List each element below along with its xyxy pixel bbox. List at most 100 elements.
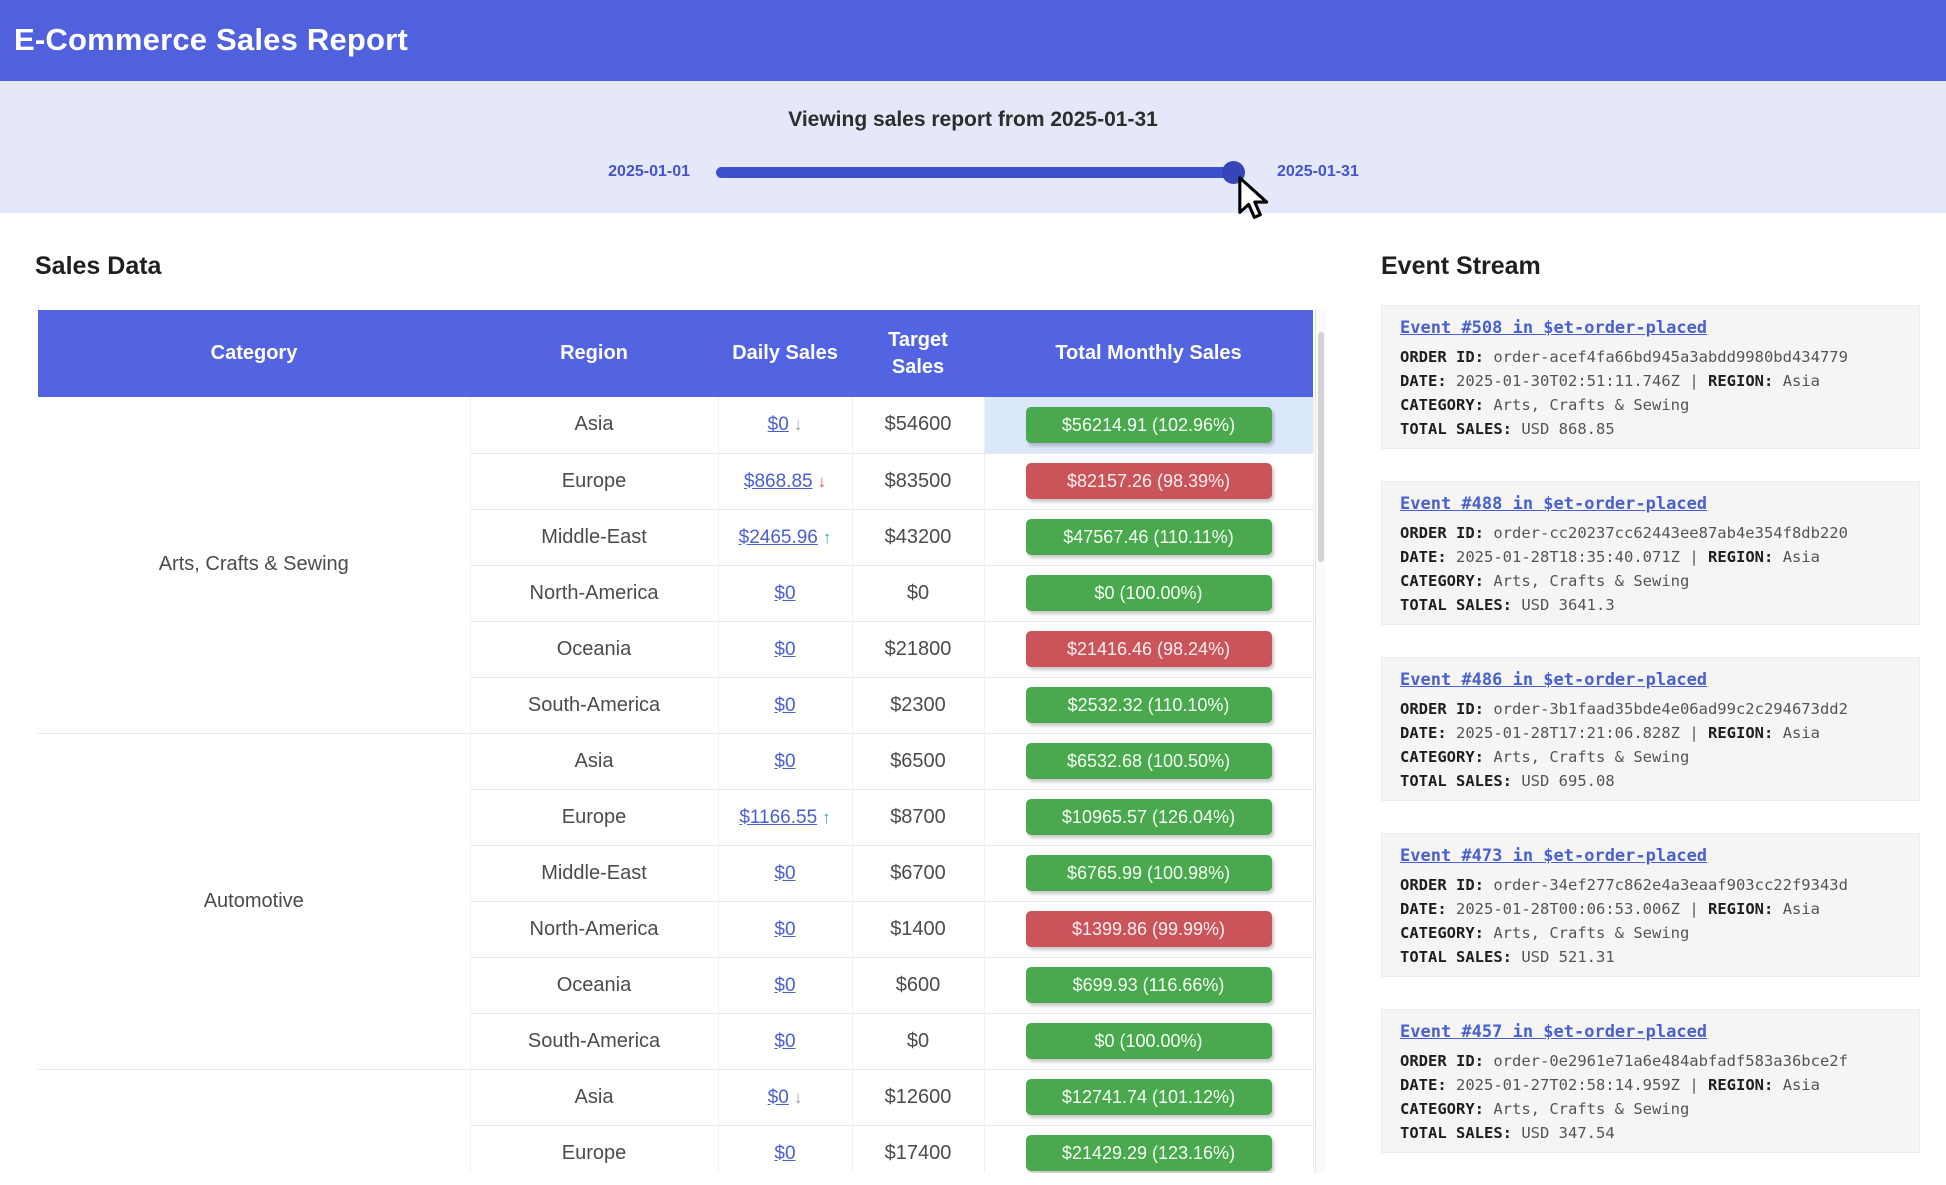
daily-sales-cell: $0 xyxy=(718,845,853,902)
region-cell: Europe xyxy=(470,453,719,510)
target-sales-cell: $0 xyxy=(852,1013,985,1070)
daily-sales-cell: $2465.96 ↑ xyxy=(718,509,853,566)
daily-sales-link[interactable]: $0 xyxy=(774,862,796,884)
daily-sales-cell: $0 ↓ xyxy=(718,397,853,454)
event-order-line: ORDER ID: order-cc20237cc62443ee87ab4e35… xyxy=(1400,524,1848,542)
target-sales-cell: $6500 xyxy=(852,733,985,790)
scrollbar-thumb[interactable] xyxy=(1318,332,1324,562)
daily-sales-cell: $0 xyxy=(718,901,853,958)
daily-sales-cell: $0 xyxy=(718,621,853,678)
target-sales-cell: $12600 xyxy=(852,1069,985,1126)
status-badge: $82157.26 (98.39%) xyxy=(1025,463,1272,499)
table-row: North-America $0 $1400 $1399.86 (99.99%) xyxy=(38,901,1314,958)
daily-sales-link[interactable]: $0 xyxy=(774,918,796,940)
event-link[interactable]: Event #486 in $et-order-placed xyxy=(1400,670,1708,690)
event-total-line: TOTAL SALES: USD 695.08 xyxy=(1400,772,1615,790)
region-cell: Oceania xyxy=(470,621,719,678)
daily-sales-link[interactable]: $868.85 xyxy=(743,470,813,492)
status-badge: $2532.32 (110.10%) xyxy=(1025,687,1272,723)
total-monthly-sales-cell: $699.93 (116.66%) xyxy=(984,957,1314,1014)
table-row: South-America $0 $0 $0 (100.00%) xyxy=(38,1013,1314,1070)
target-sales-cell: $43200 xyxy=(852,509,985,566)
daily-sales-link[interactable]: $0 xyxy=(767,414,789,436)
event-total-line: TOTAL SALES: USD 3641.3 xyxy=(1400,596,1615,614)
date-slider-section: Viewing sales report from 2025-01-31 202… xyxy=(0,81,1946,219)
table-scrollbar[interactable] xyxy=(1315,310,1325,1173)
target-sales-cell: $54600 xyxy=(852,397,985,454)
daily-sales-link[interactable]: $0 xyxy=(774,582,796,604)
daily-sales-link[interactable]: $1166.55 xyxy=(739,806,818,828)
table-row: Middle-East $2465.96 ↑ $43200 $47567.46 (… xyxy=(38,509,1314,566)
col-header-category: Category xyxy=(38,310,470,397)
table-row: Middle-East $0 $6700 $6765.99 (100.98%) xyxy=(38,845,1314,902)
status-badge: $47567.46 (110.11%) xyxy=(1025,519,1272,555)
daily-sales-link[interactable]: $0 xyxy=(774,638,796,660)
daily-sales-link[interactable]: $0 xyxy=(774,750,796,772)
daily-sales-cell: $1166.55 ↑ xyxy=(718,789,853,846)
table-row: Europe $0 $17400 $21429.29 (123.16%) xyxy=(38,1125,1314,1173)
event-card: Event #486 in $et-order-placed ORDER ID:… xyxy=(1381,657,1920,801)
category-cell: Automotive xyxy=(38,733,471,1070)
event-category-line: CATEGORY: Arts, Crafts & Sewing xyxy=(1400,1100,1690,1118)
sales-data-heading: Sales Data xyxy=(35,252,162,280)
status-badge: $0 (100.00%) xyxy=(1025,1023,1272,1059)
status-badge: $21416.46 (98.24%) xyxy=(1025,631,1272,667)
status-badge: $56214.91 (102.96%) xyxy=(1025,406,1272,443)
total-monthly-sales-cell: $47567.46 (110.11%) xyxy=(984,509,1314,566)
status-badge: $699.93 (116.66%) xyxy=(1025,967,1272,1003)
trend-down-icon: ↓ xyxy=(793,1087,803,1107)
event-date-line: DATE: 2025-01-27T02:58:14.959Z | REGION:… xyxy=(1400,1076,1821,1094)
event-category-line: CATEGORY: Arts, Crafts & Sewing xyxy=(1400,396,1690,414)
total-monthly-sales-cell: $1399.86 (99.99%) xyxy=(984,901,1314,958)
event-order-line: ORDER ID: order-acef4fa66bd945a3abdd9980… xyxy=(1400,348,1848,366)
slider-max-label: 2025-01-31 xyxy=(1277,163,1359,180)
trend-down-icon: ↓ xyxy=(793,415,803,435)
daily-sales-link[interactable]: $2465.96 xyxy=(738,526,818,548)
table-row: Arts, Crafts & Sewing Asia $0 ↓ $54600 $5… xyxy=(38,397,1314,734)
date-slider-track[interactable] xyxy=(716,167,1240,178)
region-cell: North-America xyxy=(470,565,719,622)
event-total-line: TOTAL SALES: USD 347.54 xyxy=(1400,1124,1615,1142)
page-title: E-Commerce Sales Report xyxy=(14,22,408,57)
table-row: Europe $1166.55 ↑ $8700 $10965.57 (126.04… xyxy=(38,789,1314,846)
trend-down-icon: ↓ xyxy=(817,471,827,491)
event-link[interactable]: Event #488 in $et-order-placed xyxy=(1400,494,1708,514)
event-order-line: ORDER ID: order-0e2961e71a6e484abfadf583… xyxy=(1400,1052,1848,1070)
region-cell: South-America xyxy=(470,677,719,734)
table-header-row: Category Region Daily Sales Target Sales… xyxy=(38,310,1313,397)
event-order-line: ORDER ID: order-34ef277c862e4a3eaaf903cc… xyxy=(1400,876,1848,894)
col-header-target-sales: Target Sales xyxy=(852,310,984,397)
region-cell: Asia xyxy=(470,397,719,454)
col-header-daily-sales: Daily Sales xyxy=(718,310,852,397)
total-monthly-sales-cell: $0 (100.00%) xyxy=(984,1013,1314,1070)
event-card: Event #488 in $et-order-placed ORDER ID:… xyxy=(1381,481,1920,625)
event-card: Event #508 in $et-order-placed ORDER ID:… xyxy=(1381,305,1920,449)
region-cell: Middle-East xyxy=(470,845,719,902)
total-monthly-sales-cell: $21429.29 (123.16%) xyxy=(984,1125,1314,1173)
region-cell: North-America xyxy=(470,901,719,958)
region-cell: Oceania xyxy=(470,957,719,1014)
daily-sales-link[interactable]: $0 xyxy=(774,1030,796,1052)
trend-up-icon: ↑ xyxy=(822,527,832,547)
daily-sales-cell: $868.85 ↓ xyxy=(718,453,853,510)
region-cell: Europe xyxy=(470,789,719,846)
daily-sales-link[interactable]: $0 xyxy=(774,1142,796,1164)
region-cell: Europe xyxy=(470,1125,719,1173)
event-stream-panel: Event #508 in $et-order-placed ORDER ID:… xyxy=(1381,305,1920,1185)
daily-sales-link[interactable]: $0 xyxy=(774,974,796,996)
event-total-line: TOTAL SALES: USD 521.31 xyxy=(1400,948,1615,966)
daily-sales-cell: $0 ↓ xyxy=(718,1069,853,1126)
target-sales-cell: $1400 xyxy=(852,901,985,958)
table-row: Oceania $0 $21800 $21416.46 (98.24%) xyxy=(38,621,1314,678)
region-cell: Asia xyxy=(470,1069,719,1126)
event-link[interactable]: Event #508 in $et-order-placed xyxy=(1400,318,1708,338)
region-cell: Middle-East xyxy=(470,509,719,566)
total-monthly-sales-cell: $6765.99 (100.98%) xyxy=(984,845,1314,902)
daily-sales-link[interactable]: $0 xyxy=(767,1086,789,1108)
daily-sales-cell: $0 xyxy=(718,677,853,734)
target-sales-cell: $83500 xyxy=(852,453,985,510)
daily-sales-link[interactable]: $0 xyxy=(774,694,796,716)
event-link[interactable]: Event #457 in $et-order-placed xyxy=(1400,1022,1708,1042)
event-link[interactable]: Event #473 in $et-order-placed xyxy=(1400,846,1708,866)
total-monthly-sales-cell: $0 (100.00%) xyxy=(984,565,1314,622)
